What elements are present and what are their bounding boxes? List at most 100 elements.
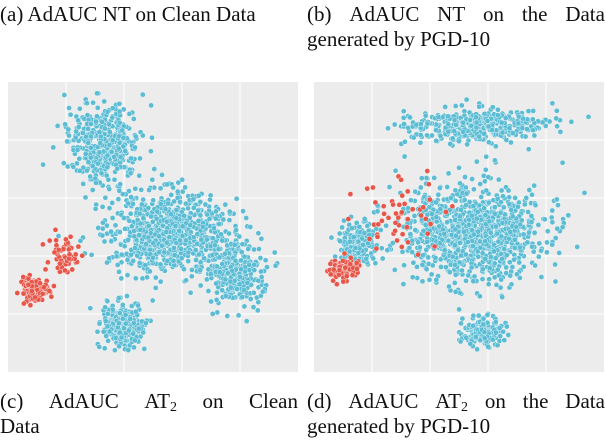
scatter-point [423, 266, 430, 272]
scatter-point [399, 192, 405, 199]
scatter-point [125, 200, 131, 207]
scatter-point [96, 129, 103, 135]
scatter-point [380, 203, 387, 209]
scatter-point [226, 208, 233, 215]
scatter-point [115, 145, 122, 152]
scatter-point [210, 235, 216, 241]
scatter-point [435, 191, 442, 198]
scatter-point [493, 329, 499, 336]
scatter-point [130, 258, 136, 264]
scatter-point [374, 208, 381, 215]
scatter-point [149, 134, 155, 141]
scatter-point [340, 278, 347, 285]
scatter-point [145, 205, 152, 211]
scatter-point [463, 277, 469, 284]
scatter-point [409, 206, 416, 212]
scatter-point [485, 343, 491, 350]
caption-d-at: AT2 [435, 389, 468, 415]
scatter-point [123, 320, 129, 327]
scatter-point [506, 125, 513, 132]
scatter-point [132, 337, 138, 344]
scatter-point [197, 212, 204, 219]
scatter-point [97, 140, 104, 147]
scatter-point [408, 197, 414, 203]
scatter-point [498, 276, 504, 283]
scatter-point [433, 199, 439, 206]
scatter-point [508, 281, 515, 288]
scatter-point [457, 338, 464, 345]
scatter-point [493, 223, 499, 230]
scatter-point [499, 220, 506, 226]
scatter-point [553, 115, 559, 122]
scatter-point [464, 141, 470, 148]
scatter-point [101, 98, 107, 105]
scatter-point [503, 264, 509, 271]
scatter-point [424, 120, 431, 127]
scatter-point [449, 135, 456, 142]
scatter-point [399, 231, 406, 237]
caption-c-at: AT2 [144, 389, 177, 415]
scatter-point [82, 194, 89, 201]
scatter-point [492, 255, 499, 261]
scatter-point [557, 129, 564, 135]
scatter-point [187, 289, 194, 296]
scatter-point [99, 232, 106, 239]
scatter-point [510, 130, 516, 136]
scatter-point [374, 233, 381, 240]
scatter-point [149, 218, 156, 225]
scatter-point [190, 234, 197, 240]
scatter-point [511, 256, 517, 263]
scatter-point [96, 320, 103, 327]
scatter-point [412, 188, 418, 195]
scatter-point [445, 237, 452, 244]
scatter-point [493, 282, 500, 288]
scatter-point [122, 148, 129, 154]
scatter-point [401, 262, 407, 268]
scatter-point [378, 245, 385, 251]
scatter-point [517, 244, 523, 251]
scatter-point [231, 241, 238, 248]
scatter-point [352, 245, 359, 251]
scatter-point [222, 276, 229, 283]
scatter-point [120, 302, 126, 308]
scatter-point [75, 243, 82, 250]
scatter-point [517, 275, 523, 281]
scatter-point [410, 134, 417, 141]
scatter-point [161, 249, 168, 256]
scatter-point [145, 234, 152, 241]
scatter-point [144, 274, 150, 281]
scatter-point [238, 249, 245, 255]
scatter-point [529, 191, 535, 198]
scatter-point [227, 278, 234, 285]
scatter-point [116, 100, 123, 107]
scatter-point [46, 237, 53, 244]
scatter-point [538, 247, 544, 254]
scatter-point [420, 204, 426, 211]
scatter-point [452, 271, 459, 278]
scatter-point [166, 234, 173, 240]
scatter-point [544, 239, 550, 246]
scatter-point [262, 257, 269, 263]
scatter-point [152, 285, 159, 291]
scatter-point [250, 304, 257, 310]
scatter-point [492, 204, 498, 210]
scatter-point [104, 323, 111, 330]
scatter-point [136, 232, 142, 238]
scatter-point [499, 129, 506, 136]
scatter-point [524, 239, 531, 246]
scatter-point [585, 114, 592, 120]
scatter-point [375, 221, 382, 228]
scatter-point [436, 223, 442, 230]
scatter-point [72, 134, 79, 141]
scatter-point [75, 117, 81, 124]
scatter-point [239, 294, 246, 300]
scatter-point [489, 127, 495, 133]
scatter-point [148, 148, 154, 154]
scatter-point [462, 251, 469, 258]
scatter-point [483, 187, 490, 194]
scatter-point [437, 185, 443, 191]
scatter-point [342, 264, 349, 271]
scatter-point [526, 187, 533, 193]
scatter-point [489, 104, 496, 111]
scatter-point [104, 108, 111, 115]
